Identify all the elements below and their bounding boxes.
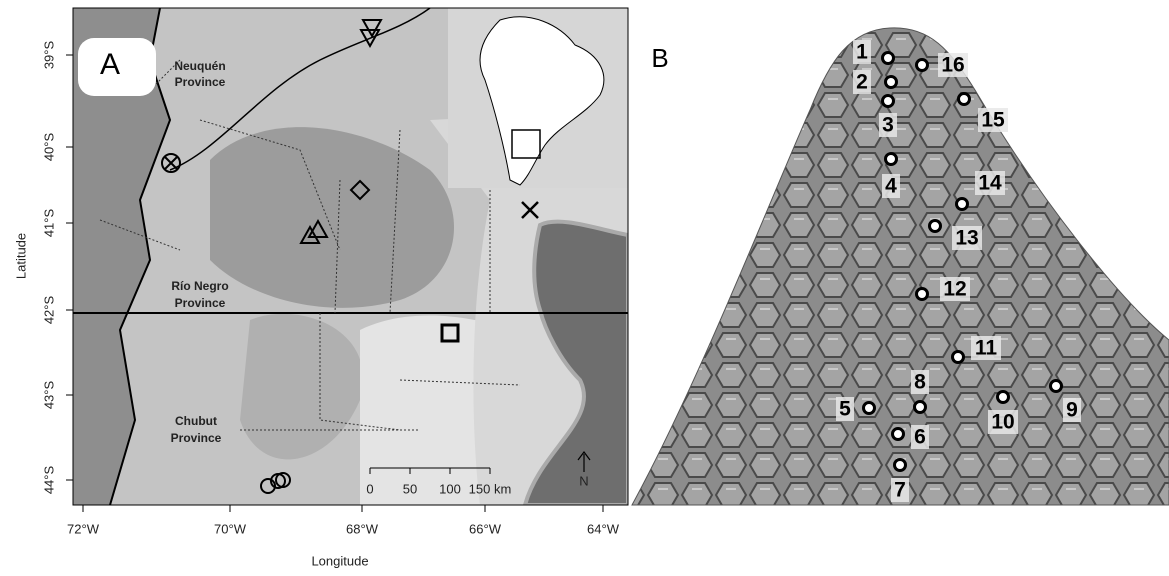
landmark-point bbox=[895, 460, 906, 471]
x-tick-label: 70°W bbox=[214, 521, 247, 536]
y-tick-label: 44°S bbox=[41, 466, 56, 495]
y-tick-label: 40°S bbox=[41, 133, 56, 162]
north-label: N bbox=[579, 473, 588, 488]
landmark-label: 15 bbox=[981, 109, 1005, 132]
landmark-point bbox=[917, 289, 928, 300]
landmark-point bbox=[915, 402, 926, 413]
region-label: Neuquén bbox=[174, 59, 225, 73]
landmark-point bbox=[917, 60, 928, 71]
scale-label: 0 bbox=[366, 481, 373, 496]
landmark-point bbox=[959, 94, 970, 105]
landmark-point bbox=[930, 221, 941, 232]
y-axis-title: Latitude bbox=[13, 233, 28, 279]
x-axis-title: Longitude bbox=[311, 553, 368, 568]
landmark-point bbox=[893, 429, 904, 440]
x-tick-label: 72°W bbox=[67, 521, 100, 536]
panel-label: B bbox=[651, 43, 668, 73]
landmark-label: 8 bbox=[914, 371, 926, 394]
y-tick-label: 39°S bbox=[41, 41, 56, 70]
landmark-point bbox=[883, 96, 894, 107]
landmark-point bbox=[953, 352, 964, 363]
landmark-label: 11 bbox=[975, 337, 998, 360]
x-tick-label: 66°W bbox=[469, 521, 502, 536]
figure: A Neuquén Province Río Negro Province Ch… bbox=[0, 0, 1169, 571]
landmark-point bbox=[886, 154, 897, 165]
y-tick-label: 43°S bbox=[41, 381, 56, 410]
landmark-point bbox=[883, 53, 894, 64]
landmark-label: 2 bbox=[856, 71, 868, 94]
landmark-label: 12 bbox=[943, 278, 966, 301]
landmark-point bbox=[998, 392, 1009, 403]
region-label: Río Negro bbox=[171, 279, 228, 293]
landmark-label: 1 bbox=[856, 41, 868, 64]
landmark-label: 4 bbox=[885, 175, 897, 198]
landmark-label: 9 bbox=[1066, 399, 1078, 422]
landmark-label: 7 bbox=[894, 479, 906, 502]
scale-label: 150 km bbox=[469, 481, 512, 496]
landmark-point bbox=[1051, 381, 1062, 392]
scale-label: 50 bbox=[403, 481, 417, 496]
y-tick-label: 41°S bbox=[41, 209, 56, 238]
landmark-label: 6 bbox=[914, 426, 926, 449]
x-tick-label: 68°W bbox=[346, 521, 379, 536]
scale-label: 100 bbox=[439, 481, 461, 496]
landmark-point bbox=[957, 199, 968, 210]
landmark-label: 13 bbox=[955, 227, 978, 250]
landmark-label: 3 bbox=[882, 114, 894, 137]
x-tick-label: 64°W bbox=[587, 521, 620, 536]
landmark-point bbox=[864, 403, 875, 414]
landmark-point bbox=[886, 77, 897, 88]
landmark-label: 16 bbox=[941, 54, 964, 77]
landmark-label: 5 bbox=[839, 398, 851, 421]
panel-label: A bbox=[100, 48, 120, 81]
region-label: Province bbox=[175, 296, 226, 310]
region-label: Province bbox=[171, 431, 222, 445]
region-label: Province bbox=[175, 75, 226, 89]
landmark-label: 14 bbox=[978, 172, 1002, 195]
landmark-label: 10 bbox=[991, 411, 1014, 434]
y-tick-label: 42°S bbox=[41, 296, 56, 325]
region-label: Chubut bbox=[175, 414, 217, 428]
map bbox=[73, 8, 628, 505]
